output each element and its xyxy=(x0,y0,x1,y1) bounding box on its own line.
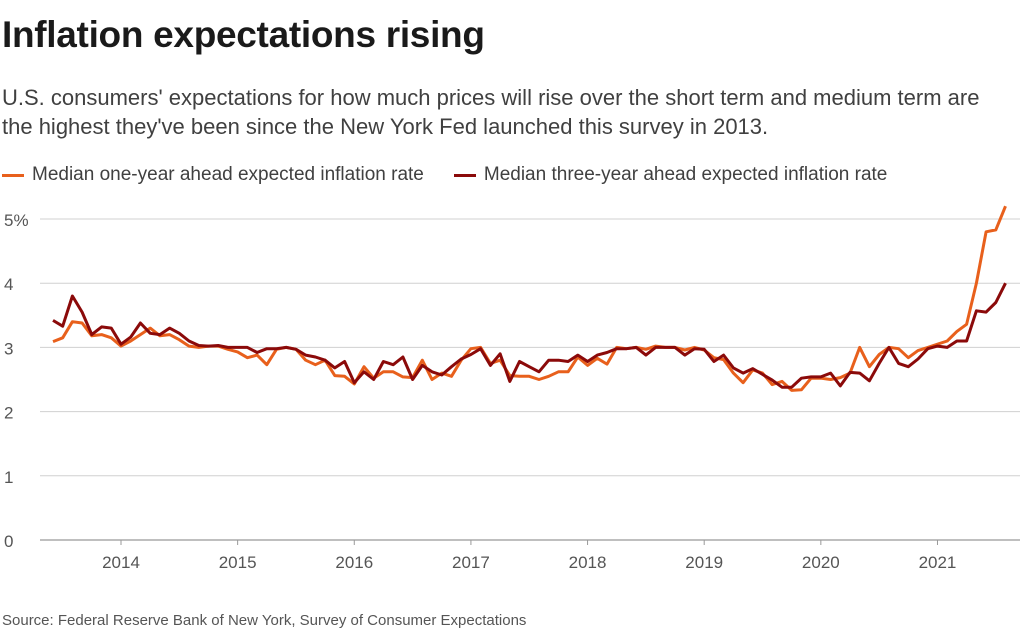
series-line-one-year xyxy=(52,205,1007,392)
y-tick-label: 3 xyxy=(4,339,13,358)
legend-item-one-year: Median one-year ahead expected inflation… xyxy=(2,164,424,186)
chart-title: Inflation expectations rising xyxy=(2,14,485,55)
y-tick-label: 1 xyxy=(4,468,13,487)
source-note: Source: Federal Reserve Bank of New York… xyxy=(2,612,527,629)
y-tick-label: 2 xyxy=(4,404,13,423)
legend-swatch-three-year xyxy=(453,173,476,177)
x-tick-label: 2018 xyxy=(569,553,607,572)
x-tick-label: 2020 xyxy=(802,553,840,572)
x-tick-label: 2021 xyxy=(919,553,957,572)
x-tick-label: 2019 xyxy=(685,553,723,572)
y-tick-label: 5% xyxy=(4,211,29,230)
legend-item-three-year: Median three-year ahead expected inflati… xyxy=(453,164,888,186)
chart-subtitle: U.S. consumers' expectations for how muc… xyxy=(2,85,980,139)
x-tick-label: 2016 xyxy=(335,553,373,572)
legend-swatch-one-year xyxy=(2,173,24,177)
legend: Median one-year ahead expected inflation… xyxy=(2,164,887,186)
legend-label-three-year: Median three-year ahead expected inflati… xyxy=(483,164,888,185)
x-tick-label: 2014 xyxy=(102,553,140,572)
legend-label-one-year: Median one-year ahead expected inflation… xyxy=(32,164,424,185)
x-tick-label: 2015 xyxy=(219,553,257,572)
series-line-three-year xyxy=(52,282,1007,389)
y-tick-label: 0 xyxy=(4,532,13,551)
x-tick-label: 2017 xyxy=(452,553,490,572)
y-tick-label: 4 xyxy=(4,275,13,294)
